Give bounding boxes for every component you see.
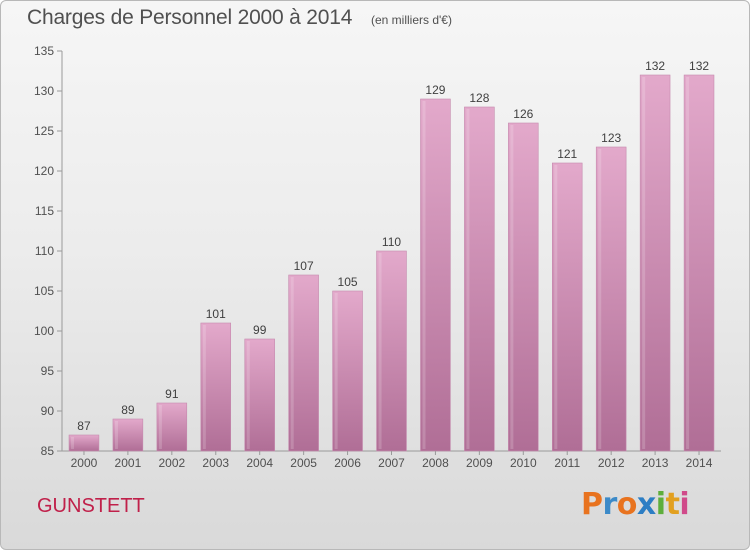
chart-title: Charges de Personnel 2000 à 2014 bbox=[27, 6, 353, 29]
data-label: 121 bbox=[557, 147, 577, 161]
logo-letter: t bbox=[665, 487, 680, 522]
bar-highlight bbox=[554, 165, 558, 449]
bar bbox=[376, 250, 407, 452]
logo-letter: P bbox=[581, 487, 603, 522]
x-tick-label: 2004 bbox=[246, 456, 273, 470]
bar-highlight bbox=[598, 149, 602, 449]
y-tick-label: 110 bbox=[35, 244, 54, 258]
x-tick-label: 2006 bbox=[334, 456, 361, 470]
bar-highlight bbox=[71, 437, 75, 449]
x-tick-label: 2001 bbox=[115, 456, 142, 470]
bar-highlight bbox=[422, 101, 426, 449]
data-label: 99 bbox=[253, 323, 267, 337]
data-label: 123 bbox=[601, 131, 621, 145]
x-tick-label: 2011 bbox=[554, 456, 580, 470]
bar bbox=[156, 402, 188, 452]
chart-subtitle: (en milliers d'€) bbox=[371, 13, 452, 27]
bar bbox=[639, 74, 671, 452]
y-tick-label: 100 bbox=[34, 324, 54, 338]
data-label: 126 bbox=[513, 107, 533, 121]
data-label: 89 bbox=[121, 403, 135, 417]
bar-highlight bbox=[642, 77, 646, 449]
data-label: 91 bbox=[165, 387, 179, 401]
bar bbox=[464, 106, 495, 452]
data-label: 132 bbox=[689, 59, 709, 73]
bar-highlight bbox=[202, 325, 206, 449]
y-tick-label: 105 bbox=[34, 284, 54, 298]
logo-letter: x bbox=[636, 487, 656, 522]
bar-highlight bbox=[158, 405, 162, 449]
bar bbox=[332, 290, 363, 452]
bar-highlight bbox=[246, 341, 250, 449]
logo-letter: o bbox=[616, 487, 638, 522]
data-label: 129 bbox=[425, 83, 445, 97]
x-tick-label: 2003 bbox=[202, 456, 229, 470]
bar bbox=[200, 322, 232, 452]
bar bbox=[595, 146, 627, 452]
x-tick-label: 2007 bbox=[378, 456, 405, 470]
x-tick-label: 2008 bbox=[422, 456, 449, 470]
bar-highlight bbox=[290, 277, 294, 449]
y-tick-label: 95 bbox=[41, 364, 55, 378]
bar bbox=[112, 418, 144, 452]
proxiti-logo[interactable]: Proxiti bbox=[581, 487, 690, 522]
bar-highlight bbox=[378, 253, 382, 449]
y-tick-label: 85 bbox=[41, 444, 55, 458]
x-tick-label: 2009 bbox=[466, 456, 493, 470]
logo-letter: i bbox=[679, 487, 690, 522]
data-label: 110 bbox=[382, 235, 401, 249]
bar bbox=[683, 74, 715, 452]
data-label: 128 bbox=[469, 91, 489, 105]
bar-highlight bbox=[510, 125, 514, 449]
x-tick-label: 2002 bbox=[158, 456, 185, 470]
bar bbox=[288, 274, 319, 452]
x-tick-label: 2014 bbox=[686, 456, 713, 470]
y-tick-label: 130 bbox=[34, 84, 54, 98]
y-tick-label: 125 bbox=[34, 124, 54, 138]
commune-name: GUNSTETT bbox=[37, 495, 145, 517]
y-tick-label: 135 bbox=[34, 44, 54, 58]
y-tick-label: 90 bbox=[41, 404, 55, 418]
data-label: 87 bbox=[77, 419, 91, 433]
x-tick-label: 2013 bbox=[642, 456, 669, 470]
bar-highlight bbox=[686, 77, 690, 449]
data-label: 105 bbox=[338, 275, 358, 289]
x-tick-label: 2010 bbox=[510, 456, 537, 470]
bar bbox=[508, 122, 539, 452]
bar-highlight bbox=[334, 293, 338, 449]
data-label: 107 bbox=[294, 259, 314, 273]
bar bbox=[244, 338, 275, 452]
bar-highlight bbox=[466, 109, 470, 449]
data-label: 101 bbox=[206, 307, 226, 321]
logo-letter: r bbox=[602, 487, 618, 522]
y-tick-label: 115 bbox=[35, 204, 54, 218]
x-tick-label: 2012 bbox=[598, 456, 625, 470]
x-tick-label: 2000 bbox=[71, 456, 98, 470]
bar bbox=[420, 98, 451, 452]
bar-highlight bbox=[114, 421, 118, 449]
x-tick-label: 2005 bbox=[290, 456, 317, 470]
logo-letter: i bbox=[655, 487, 666, 522]
data-label: 132 bbox=[645, 59, 665, 73]
y-tick-label: 120 bbox=[34, 164, 54, 178]
